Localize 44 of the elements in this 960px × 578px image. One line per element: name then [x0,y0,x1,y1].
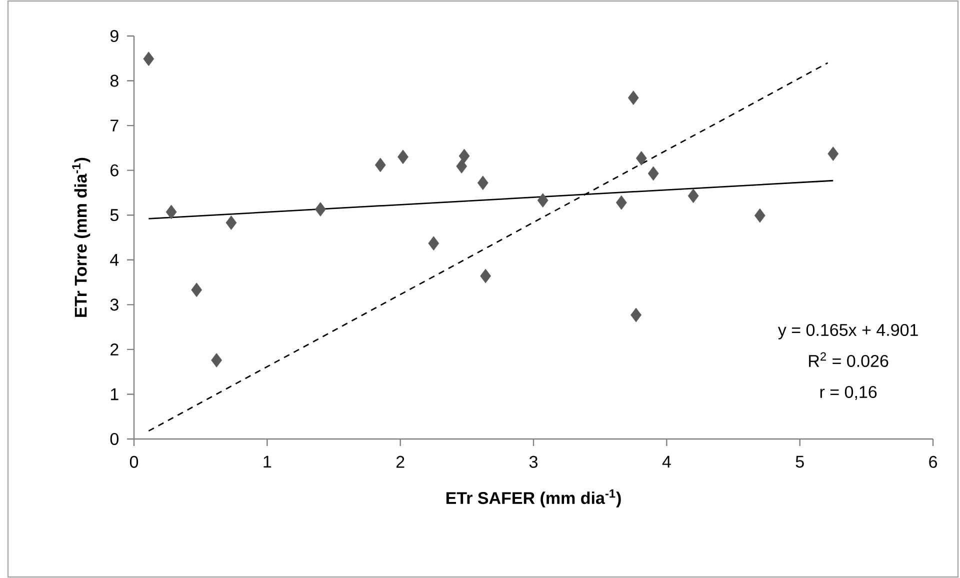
point [477,176,488,190]
point [630,308,642,322]
x-tick-label: 2 [396,456,404,468]
y-tick-label: 5 [110,209,118,222]
point [754,208,766,223]
text: ETr Torre (mm dia$^{-1}$) [72,158,90,317]
point [374,158,386,172]
point [480,268,492,284]
x-tick-label: 1 [264,456,272,468]
x-tick-label: 3 [529,456,538,468]
point [226,216,237,230]
point [166,204,177,220]
point [628,90,639,105]
x-tick-label: 0 [130,456,138,468]
y-tick-label: 7 [110,120,118,132]
point [688,188,699,204]
text: ETr SAFER (mm dia$^{-1}$) [446,489,621,508]
y-tick-label: 3 [110,298,118,311]
annotation: R$^{2}$ = 0.026 [809,352,888,368]
point [537,193,548,208]
y-tick-label: 9 [110,30,118,42]
annotation: r = 0,16 [820,386,877,400]
x-tick-label: 6 [929,456,937,468]
y-tick-label: 0 [110,432,118,446]
x-tick-label: 4 [662,456,671,468]
x-tick-label: 5 [796,456,804,468]
point [616,195,627,210]
y-tick-label: 8 [110,74,118,87]
y-tick-label: 4 [110,254,119,266]
annotation: y = 0.165x + 4.901 [778,324,918,340]
point [458,148,470,164]
point [456,159,468,174]
point [398,150,408,164]
y-tick-label: 1 [110,388,118,400]
point [314,202,326,216]
point [143,52,154,66]
point [636,151,647,166]
point [211,352,222,368]
y-tick-label: 2 [110,344,118,356]
point [191,282,202,298]
point [428,236,440,251]
point [828,146,839,161]
y-tick-label: 6 [110,164,118,176]
point [648,166,659,181]
